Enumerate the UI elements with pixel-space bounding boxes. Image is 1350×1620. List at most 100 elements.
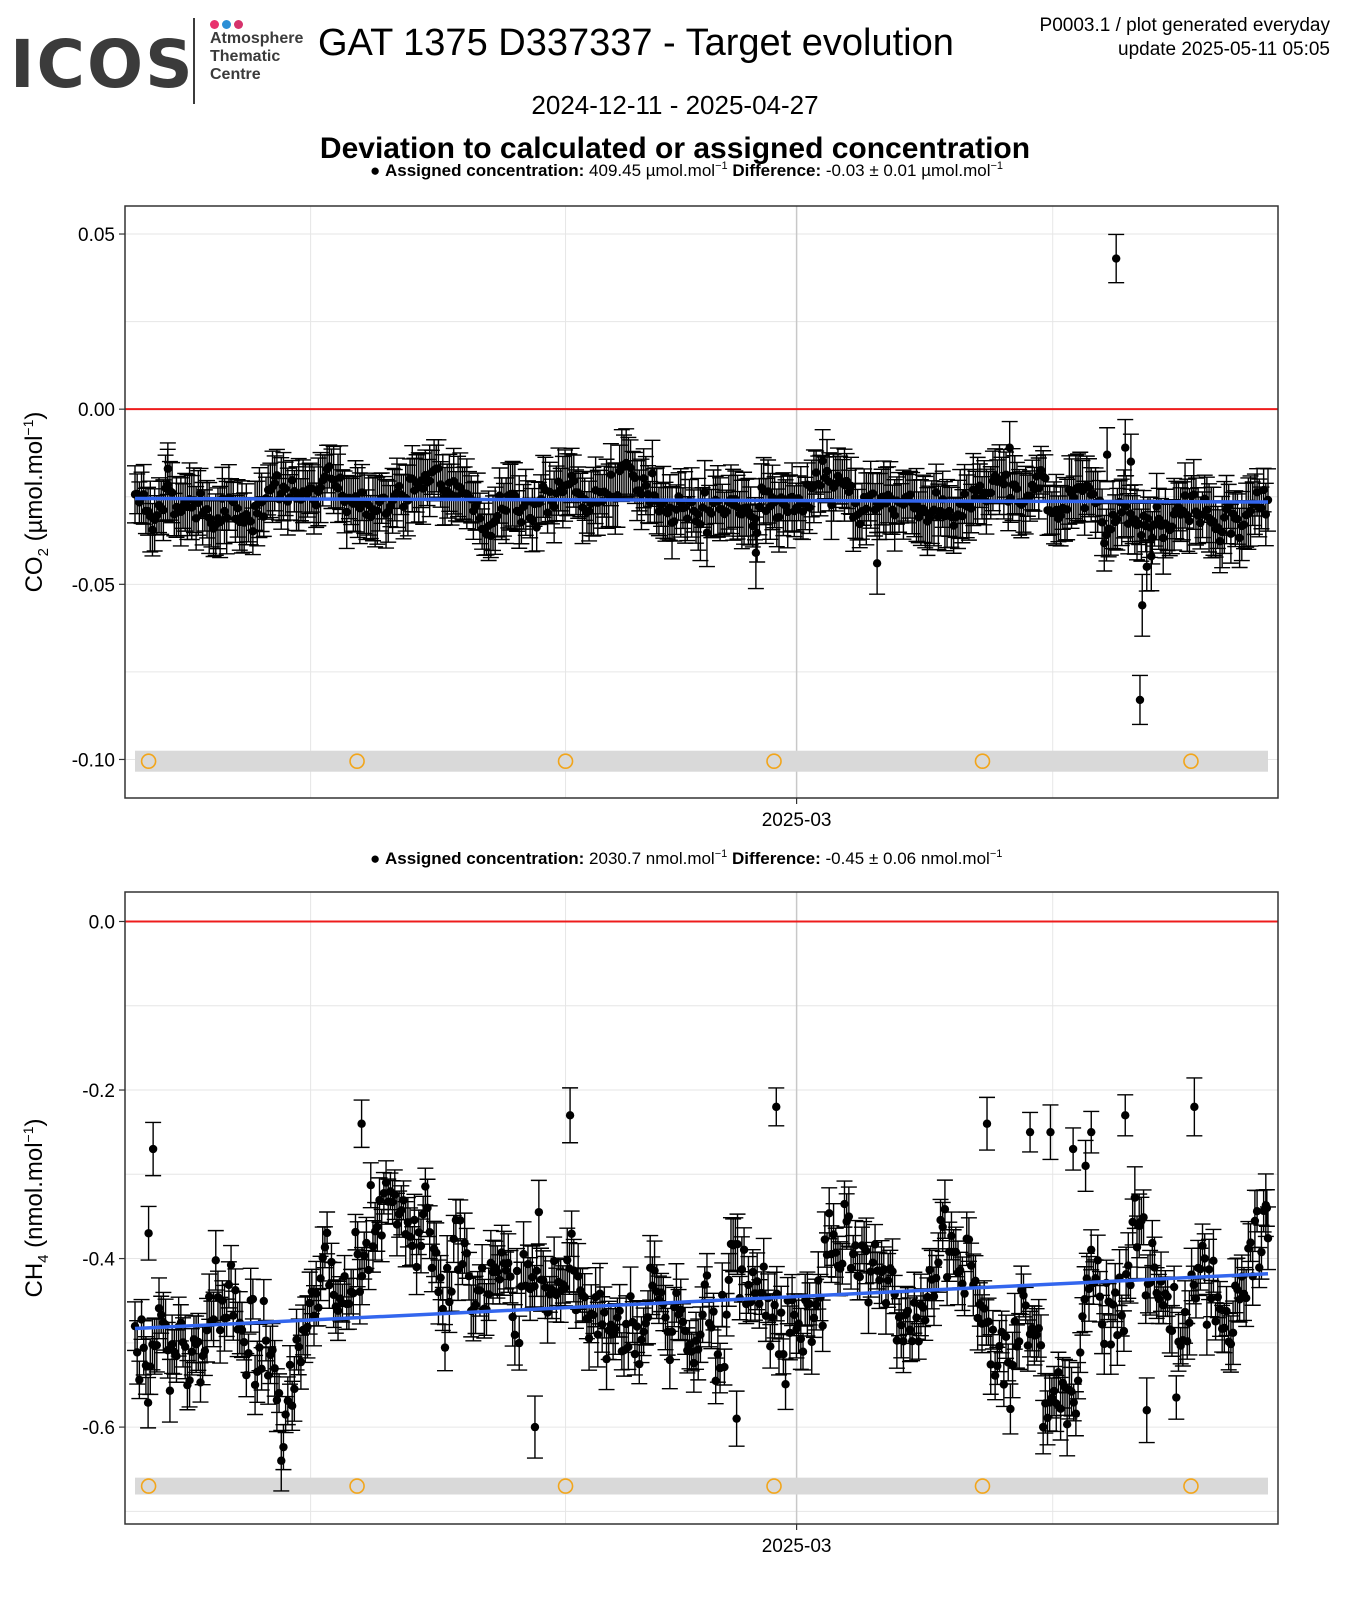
data-point	[781, 1380, 790, 1389]
data-point	[966, 504, 976, 513]
data-point	[392, 1220, 402, 1229]
data-point	[1126, 1280, 1135, 1290]
data-point	[755, 1299, 764, 1309]
data-point	[349, 1289, 358, 1298]
data-point	[1226, 1339, 1236, 1349]
data-point	[1148, 1238, 1157, 1248]
legend-bullet: ●	[370, 849, 385, 868]
data-point	[630, 1349, 640, 1359]
data-point	[805, 503, 814, 512]
assigned-label: Assigned concentration:	[385, 161, 589, 180]
data-point	[261, 1336, 271, 1345]
data-point	[412, 1262, 421, 1272]
data-point	[1135, 695, 1145, 705]
data-point	[1121, 443, 1130, 452]
band-marker	[557, 1478, 574, 1494]
data-point	[934, 1258, 943, 1267]
data-point	[864, 1298, 873, 1307]
data-point	[1189, 1280, 1198, 1290]
data-point	[879, 1264, 888, 1274]
data-point	[1095, 1292, 1105, 1301]
logo-dot	[210, 20, 219, 29]
data-point	[434, 1287, 443, 1297]
data-point	[722, 1310, 731, 1319]
data-point	[999, 480, 1009, 489]
data-point	[589, 1310, 598, 1320]
data-point	[1211, 1317, 1220, 1326]
data-point	[515, 1338, 524, 1348]
data-point	[1167, 522, 1177, 531]
data-point	[353, 1250, 362, 1259]
data-point	[1117, 1311, 1126, 1320]
data-point	[752, 1277, 762, 1286]
assigned-value: 2030.7 nmol.mol	[589, 849, 715, 868]
data-point	[209, 1315, 218, 1324]
data-point	[475, 514, 485, 523]
data-point	[921, 1316, 930, 1325]
difference-unit-sup: −1	[990, 848, 1003, 860]
y-axis-label-unit: (µmol.mol	[21, 436, 48, 549]
data-point	[1159, 533, 1168, 543]
data-point	[373, 1222, 382, 1232]
data-point	[1069, 1398, 1078, 1407]
data-point	[1241, 1293, 1251, 1303]
data-point	[434, 464, 443, 473]
data-point	[285, 1360, 295, 1370]
data-point	[165, 1386, 175, 1395]
data-point	[368, 1242, 378, 1251]
data-point	[739, 1245, 749, 1254]
data-point	[1220, 1323, 1229, 1333]
data-point	[597, 1320, 607, 1329]
data-point	[1259, 485, 1268, 495]
data-point	[770, 1300, 779, 1310]
band-marker	[140, 1478, 157, 1494]
data-point	[1062, 1420, 1072, 1429]
icos-logo: ICOS Atmosphere Thematic Centre	[10, 14, 320, 104]
data-point	[1183, 1337, 1192, 1346]
data-point	[632, 1322, 642, 1331]
data-point	[1086, 1245, 1096, 1255]
chart-subtitle: ● Assigned concentration: 409.45 µmol.mo…	[370, 160, 1003, 180]
data-point	[333, 484, 343, 493]
data-point	[829, 1230, 838, 1239]
data-point	[720, 1362, 729, 1372]
assigned-unit-sup: −1	[715, 160, 728, 172]
data-point	[423, 1203, 432, 1213]
data-point	[875, 1276, 884, 1285]
data-point	[501, 506, 511, 515]
data-point	[929, 1292, 939, 1301]
data-point	[364, 1265, 373, 1275]
data-point	[825, 1209, 834, 1218]
data-point	[532, 1266, 541, 1276]
data-point	[272, 471, 282, 480]
difference-unit-sup: −1	[991, 160, 1004, 172]
data-point	[1111, 254, 1121, 263]
data-point	[1138, 601, 1147, 610]
data-point	[595, 1289, 605, 1298]
data-point	[868, 489, 878, 498]
data-point	[1142, 1406, 1151, 1415]
data-point	[421, 1182, 430, 1191]
data-point	[1228, 1328, 1238, 1337]
data-point	[1036, 1341, 1046, 1350]
data-point	[1257, 1247, 1266, 1257]
data-point	[1152, 502, 1161, 511]
data-point	[1100, 539, 1109, 548]
data-point	[418, 1210, 428, 1219]
data-point	[325, 462, 334, 471]
data-point	[292, 1335, 301, 1344]
data-point	[447, 1287, 456, 1296]
data-point	[637, 1335, 646, 1344]
trend-line	[134, 496, 1269, 504]
data-point	[1093, 1256, 1102, 1265]
data-point	[1207, 1294, 1216, 1303]
difference-label: Difference:	[727, 849, 825, 868]
data-point	[425, 1227, 434, 1237]
data-point	[844, 1212, 854, 1221]
y-axis-label-main: CO	[21, 556, 48, 592]
data-point	[713, 1350, 723, 1359]
data-point	[318, 1253, 327, 1262]
data-point	[248, 1294, 258, 1304]
data-point	[807, 1337, 816, 1347]
data-point	[1076, 1348, 1085, 1357]
